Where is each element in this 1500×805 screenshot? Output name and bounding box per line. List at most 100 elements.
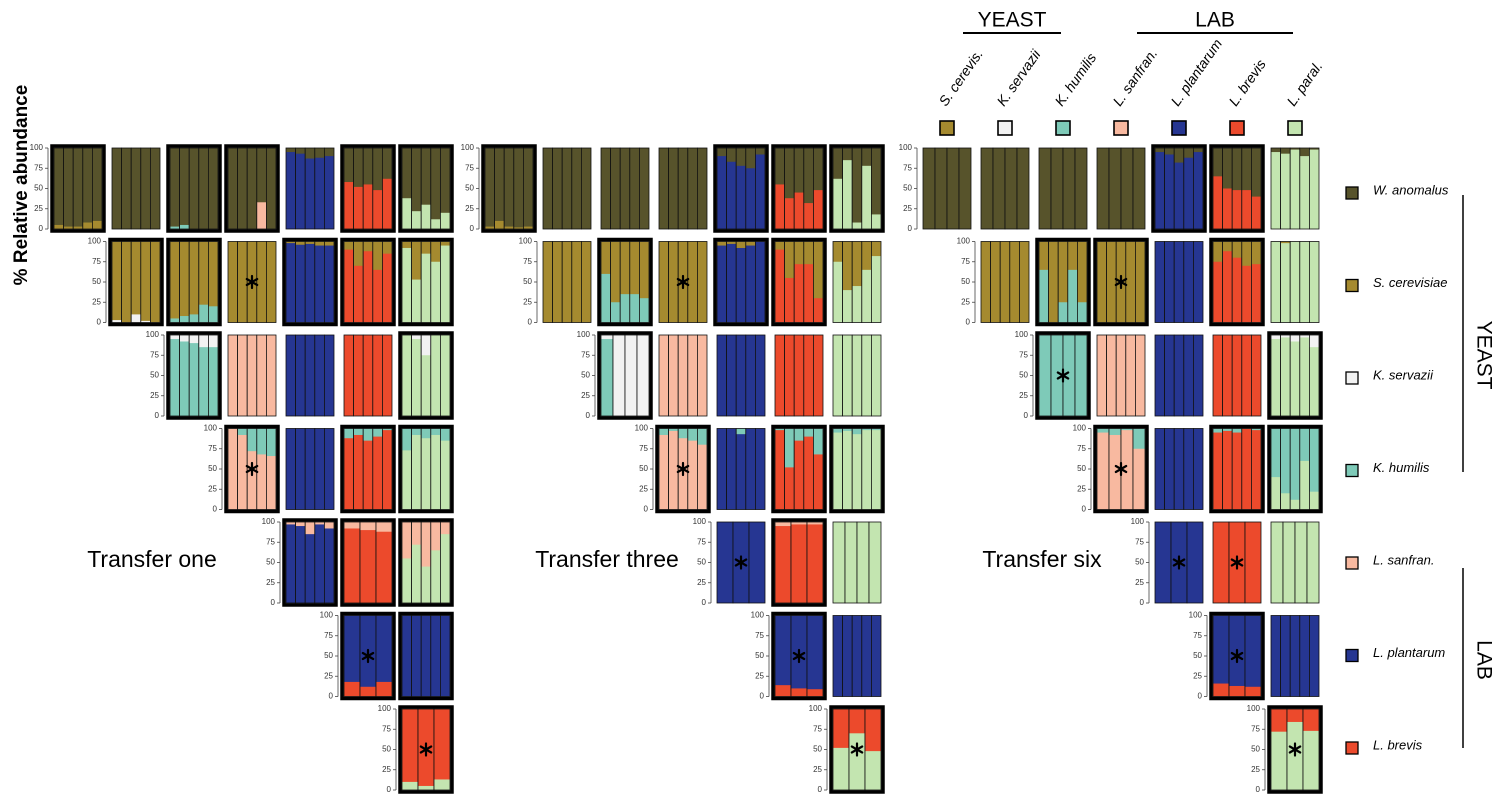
- y-tick-label: 50: [34, 184, 43, 193]
- panel: [1151, 144, 1207, 233]
- bar-segment: [803, 264, 814, 323]
- panel: [398, 424, 454, 514]
- bar-outline: [1251, 428, 1262, 510]
- panel: [340, 237, 396, 327]
- asterisk: [676, 274, 690, 290]
- bar-segment: [842, 430, 853, 510]
- panel: 0 25 50 75 100: [146, 330, 222, 420]
- legend-swatch: [1345, 463, 1359, 478]
- bar-segment: [1290, 341, 1300, 416]
- bar-outline: [1309, 428, 1320, 510]
- bar-outline: [1074, 334, 1088, 417]
- bar-segment: [179, 316, 190, 323]
- bar-segment: [717, 245, 727, 323]
- bar-segment: [1299, 156, 1310, 229]
- transfer-label: Transfer six: [982, 546, 1102, 572]
- bar-segment: [494, 220, 505, 229]
- y-tick-label: 50: [903, 184, 912, 193]
- asterisk: [1230, 648, 1244, 664]
- bar-outline: [1077, 241, 1088, 323]
- y-tick-label: 50: [208, 464, 217, 473]
- bar-background: [852, 148, 862, 229]
- transfer-label: Transfer one: [87, 546, 217, 572]
- bar-segment: [1232, 335, 1242, 416]
- bar-background: [871, 615, 881, 697]
- panel-border: [398, 424, 454, 514]
- bar-segment: [620, 294, 630, 323]
- legend-label: K. humilis: [1373, 460, 1430, 475]
- bar-segment: [1058, 302, 1068, 323]
- bar-background: [140, 148, 151, 229]
- bar-segment: [344, 681, 360, 697]
- bar-segment: [807, 524, 823, 603]
- bar-segment: [286, 335, 296, 416]
- panel: [1038, 147, 1088, 230]
- y-tick-label: 50: [1135, 558, 1144, 567]
- bar-segment: [1251, 430, 1261, 510]
- bar-background: [1063, 148, 1075, 229]
- bar-segment: [1106, 335, 1117, 416]
- legend-label: L. sanfran.: [1373, 552, 1434, 567]
- bar-segment: [485, 226, 495, 229]
- bar-segment: [601, 273, 611, 323]
- bar-segment: [726, 161, 737, 229]
- bar-segment: [1241, 265, 1252, 323]
- bar-background: [430, 615, 441, 697]
- y-tick-label: 100: [461, 143, 475, 152]
- panel: [1093, 237, 1149, 327]
- y-tick-label: 75: [697, 537, 706, 546]
- panel: 0 25 50 75 100: [957, 237, 1030, 327]
- bar-segment: [179, 341, 190, 416]
- asterisk-stroke: [1288, 745, 1302, 754]
- column-swatch: [1171, 120, 1187, 136]
- bar-segment: [1251, 335, 1261, 416]
- bar-segment: [1280, 243, 1291, 323]
- legend-swatch: [1345, 648, 1359, 663]
- bar-segment: [1174, 335, 1184, 416]
- bar-outline: [813, 147, 824, 230]
- panel-border: [1209, 611, 1265, 701]
- y-tick-label: 100: [204, 424, 218, 433]
- bar-background: [562, 241, 572, 323]
- bar-segment: [736, 434, 746, 510]
- column-label: K. humilis: [1051, 50, 1099, 109]
- bar-segment: [842, 160, 853, 229]
- bar-segment: [228, 428, 238, 510]
- bar-segment: [869, 522, 881, 603]
- bar-background: [687, 148, 698, 229]
- panel: [398, 331, 454, 420]
- y-tick-label: 25: [639, 484, 648, 493]
- panel: [282, 237, 338, 327]
- bar-segment: [324, 156, 334, 229]
- bar-background: [1051, 148, 1063, 229]
- y-tick-label: 50: [1193, 651, 1202, 660]
- asterisk-stroke: [1230, 558, 1244, 567]
- bar-background: [639, 148, 649, 229]
- y-tick-label: 0: [1198, 692, 1203, 701]
- bar-background: [376, 615, 392, 697]
- bar-segment: [833, 178, 843, 229]
- panel-border: [340, 611, 396, 701]
- bar-outline: [1251, 147, 1262, 230]
- side-group-label: LAB: [1472, 640, 1495, 680]
- bar-segment: [1116, 335, 1126, 416]
- y-tick-label: 100: [1131, 517, 1145, 526]
- bar-segment: [295, 428, 306, 510]
- y-tick-label: 50: [1019, 371, 1028, 380]
- bar-segment: [1164, 428, 1175, 510]
- bar-background: [1271, 428, 1281, 510]
- legend-label: L. plantarum: [1373, 645, 1445, 660]
- bar-background: [668, 241, 679, 323]
- asterisk: [245, 461, 259, 477]
- panel-border: [1209, 144, 1265, 233]
- bar-segment: [402, 558, 412, 603]
- bar-background: [923, 148, 935, 229]
- panel: [1035, 237, 1091, 327]
- column-label: K. servazii: [993, 46, 1044, 109]
- y-tick-label: 50: [382, 745, 391, 754]
- bar-segment: [610, 302, 621, 323]
- bar-background: [659, 148, 669, 229]
- bar-background: [625, 335, 637, 416]
- bar-segment: [736, 335, 746, 416]
- panel-border: [108, 237, 164, 327]
